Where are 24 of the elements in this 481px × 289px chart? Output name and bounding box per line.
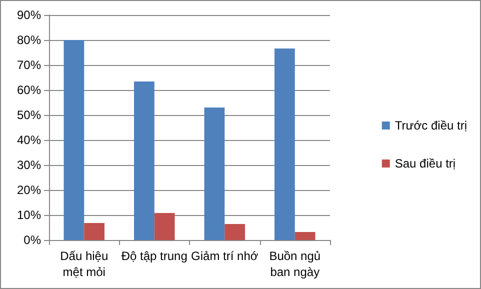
x-tick-label: Độ tập trung xyxy=(121,249,188,263)
x-tick-label: Buồn ngủ ban ngày xyxy=(269,249,321,279)
bar xyxy=(84,223,104,240)
legend-label: Sau điều trị xyxy=(394,156,456,170)
legend-label: Trước điều trị xyxy=(394,118,468,132)
y-tick-label: 20% xyxy=(16,183,42,197)
y-tick-label: 40% xyxy=(16,133,42,147)
y-tick-label: 60% xyxy=(16,83,42,97)
bar xyxy=(134,82,154,240)
bar xyxy=(274,48,295,240)
y-tick-label: 10% xyxy=(16,208,42,222)
y-tick-label: 80% xyxy=(16,33,42,47)
bar xyxy=(64,40,84,240)
x-tick-label: Giảm trí nhớ xyxy=(191,249,258,263)
bar xyxy=(154,213,175,240)
y-tick-label: 0% xyxy=(24,233,42,247)
y-tick-label: 70% xyxy=(16,58,42,72)
y-tick-label: 50% xyxy=(16,108,42,122)
bar xyxy=(224,224,245,240)
bar xyxy=(294,232,316,240)
bar xyxy=(204,108,225,240)
y-tick-label: 30% xyxy=(16,158,42,172)
x-tick-label: Dấu hiệu mệt mỏi xyxy=(60,249,108,279)
y-tick-label: 90% xyxy=(16,8,42,22)
